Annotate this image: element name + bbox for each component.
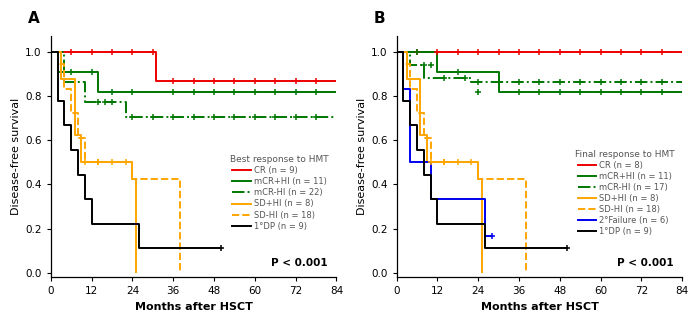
Legend: CR (n = 9), mCR+HI (n = 11), mCR-HI (n = 22), SD+HI (n = 8), SD-HI (n = 18), 1°D: CR (n = 9), mCR+HI (n = 11), mCR-HI (n =… [229, 153, 330, 232]
Legend: CR (n = 8), mCR+HI (n = 11), mCR-HI (n = 17), SD+HI (n = 8), SD-HI (n = 18), 2°F: CR (n = 8), mCR+HI (n = 11), mCR-HI (n =… [573, 148, 677, 238]
Text: B: B [374, 11, 386, 26]
Text: P < 0.001: P < 0.001 [271, 258, 328, 268]
Y-axis label: Disease-free survival: Disease-free survival [357, 98, 367, 215]
Text: A: A [28, 11, 40, 26]
Y-axis label: Disease-free survival: Disease-free survival [11, 98, 21, 215]
X-axis label: Months after HSCT: Months after HSCT [134, 302, 253, 312]
Text: P < 0.001: P < 0.001 [617, 258, 673, 268]
X-axis label: Months after HSCT: Months after HSCT [480, 302, 598, 312]
